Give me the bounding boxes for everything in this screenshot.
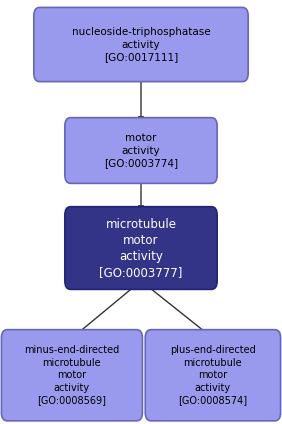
- Text: microtubule
motor
activity
[GO:0003777]: microtubule motor activity [GO:0003777]: [99, 218, 183, 279]
- Text: motor
activity
[GO:0003774]: motor activity [GO:0003774]: [104, 133, 178, 168]
- FancyBboxPatch shape: [145, 330, 281, 421]
- Text: plus-end-directed
microtubule
motor
activity
[GO:0008574]: plus-end-directed microtubule motor acti…: [170, 346, 256, 405]
- FancyBboxPatch shape: [34, 7, 248, 81]
- Text: minus-end-directed
microtubule
motor
activity
[GO:0008569]: minus-end-directed microtubule motor act…: [24, 346, 120, 405]
- FancyBboxPatch shape: [1, 330, 142, 421]
- FancyBboxPatch shape: [65, 117, 217, 183]
- Text: nucleoside-triphosphatase
activity
[GO:0017111]: nucleoside-triphosphatase activity [GO:0…: [72, 27, 210, 62]
- FancyBboxPatch shape: [65, 207, 217, 290]
